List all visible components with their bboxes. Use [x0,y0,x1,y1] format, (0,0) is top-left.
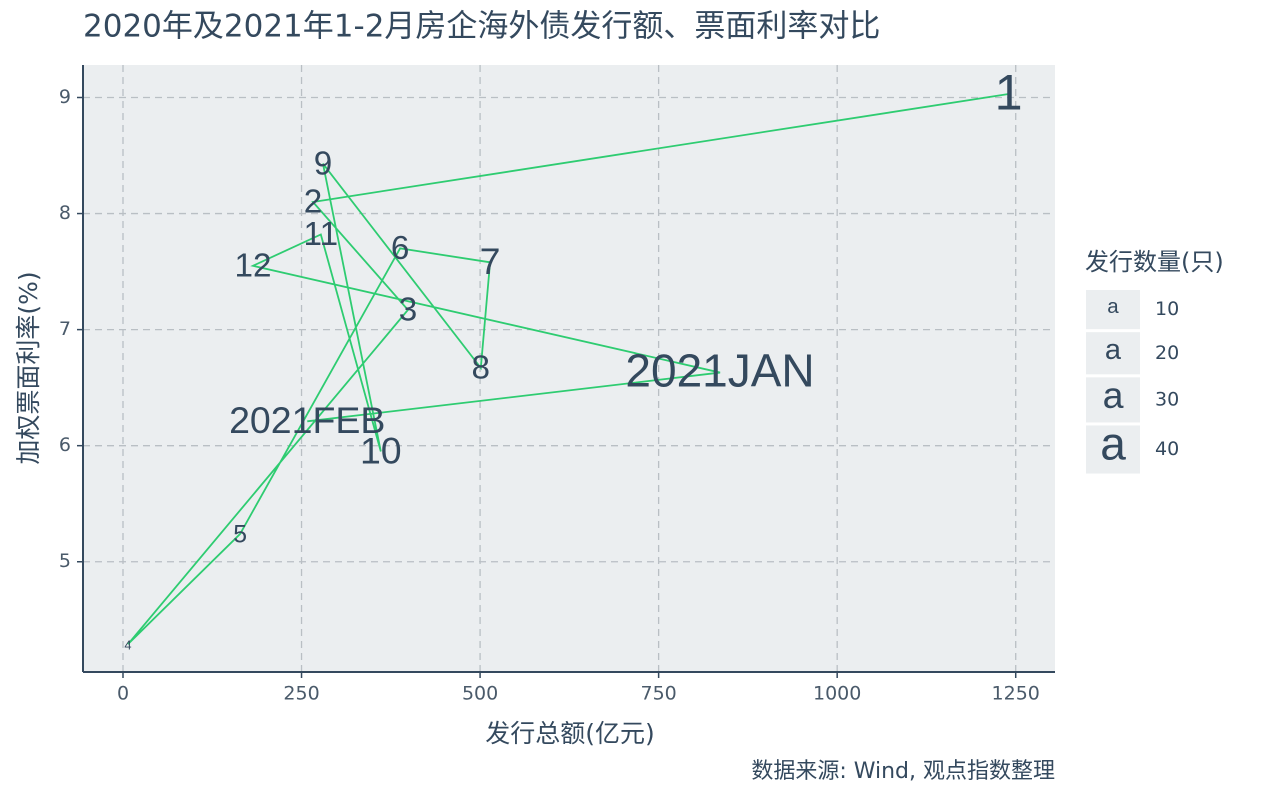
x-tick-label: 1250 [992,683,1040,705]
point-label: 2021FEB [229,399,385,441]
legend-symbol: a [1103,374,1124,416]
point-label: 3 [399,292,418,329]
point-label: 2021JAN [625,345,814,397]
y-tick-label: 5 [59,550,71,572]
plot-background [83,65,1055,672]
y-tick-label: 8 [59,202,71,224]
point-label: 6 [391,230,410,267]
y-tick-label: 7 [59,318,71,340]
point-label: 10 [360,429,402,471]
legend-symbol: a [1100,418,1126,470]
legend-label: 30 [1155,388,1179,410]
point-label: 2 [304,184,323,221]
legend-title: 发行数量(只) [1085,248,1224,276]
chart-title: 2020年及2021年1-2月房企海外债发行额、票面利率对比 [83,9,880,45]
point-label: 12 [234,248,271,285]
point-label: 11 [304,216,339,253]
legend-symbol: a [1105,334,1122,366]
y-tick-label: 9 [59,86,71,108]
x-tick-label: 500 [462,683,498,705]
point-label: 7 [480,240,501,282]
connecting-line [127,93,1009,645]
source-note: 数据来源: Wind, 观点指数整理 [751,759,1055,784]
x-tick-label: 0 [117,683,129,705]
point-label: 8 [472,350,491,387]
legend-label: 40 [1155,438,1179,460]
legend-key [1086,290,1140,330]
x-tick-label: 250 [283,683,319,705]
legend-key [1086,377,1140,423]
legend-label: 20 [1155,342,1179,364]
x-axis-label: 发行总额(亿元) [485,719,655,748]
legend-label: 10 [1155,298,1179,320]
x-tick-label: 750 [640,683,676,705]
y-tick-label: 6 [59,434,71,456]
point-label: 9 [314,145,333,182]
x-tick-label: 1000 [813,683,861,705]
legend-key [1086,425,1140,474]
point-label: 5 [233,521,247,548]
point-label: 4 [124,638,131,653]
legend-key [1086,332,1140,375]
point-label: 1 [995,64,1023,120]
legend-symbol: a [1107,295,1119,318]
y-axis-label: 加权票面利率(%) [14,271,43,464]
